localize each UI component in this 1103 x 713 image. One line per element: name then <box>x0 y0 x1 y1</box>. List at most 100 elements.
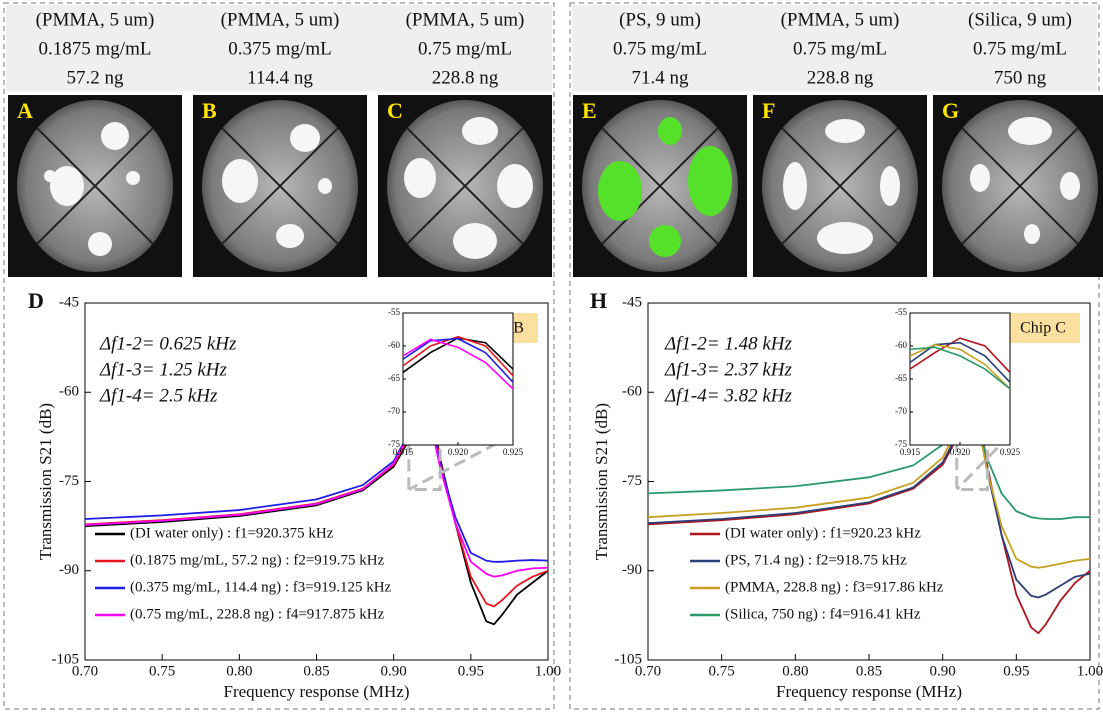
x-tick-label: 0.95 <box>458 663 484 679</box>
cross-line <box>601 127 719 245</box>
inset-x-tick-label: 0.920 <box>448 447 469 457</box>
inset-series-line <box>403 337 513 384</box>
inset-series-line <box>403 337 513 374</box>
panel-frame <box>569 2 1100 710</box>
particle-spot <box>658 117 682 145</box>
particle-spot <box>649 225 681 257</box>
x-tick-label: 0.80 <box>226 663 252 679</box>
inset-y-tick-label: -60 <box>895 340 907 350</box>
annotation: Δf1-3= 1.25 kHz <box>99 359 227 380</box>
inset-series-line <box>403 338 513 390</box>
inset-x-tick-label: 0.925 <box>503 447 524 457</box>
series-line <box>647 392 1090 520</box>
particle-spot <box>970 164 990 192</box>
particle-spot <box>598 161 642 221</box>
photo-caption: 0.75 mg/mL <box>973 38 1067 59</box>
zoom-connector <box>955 433 1012 491</box>
photo-caption: 0.1875 mg/mL <box>39 38 152 59</box>
x-tick-label: 0.85 <box>303 663 329 679</box>
particle-spot <box>880 166 900 206</box>
inset-y-tick-label: -75 <box>388 439 400 449</box>
x-axis-label: Frequency response (MHz) <box>776 682 962 701</box>
photo-label: E <box>582 98 597 123</box>
y-tick-label: -60 <box>59 384 79 400</box>
photo-caption: 228.8 ng <box>807 67 874 88</box>
particle-spot <box>290 124 320 152</box>
inset-x-tick-label: 0.915 <box>900 447 921 457</box>
legend-label: (PS, 71.4 ng) : f2=918.75 kHz <box>725 552 907 568</box>
inset-y-tick-label: -55 <box>895 307 907 317</box>
particle-spot <box>1024 224 1040 244</box>
y-tick-label: -75 <box>59 473 79 489</box>
legend-label: (0.75 mg/mL, 228.8 ng) : f4=917.875 kHz <box>130 606 385 622</box>
particle-spot <box>50 166 84 206</box>
photo-caption: 750 ng <box>994 67 1047 88</box>
series-line <box>647 384 1091 635</box>
photo-label: G <box>942 98 959 123</box>
inset-y-tick-label: -70 <box>388 406 400 416</box>
particle-spot <box>88 232 112 256</box>
chip-disc <box>762 100 918 272</box>
caption-strip <box>6 5 552 91</box>
photo-caption: 228.8 ng <box>432 67 499 88</box>
inset-y-tick-label: -60 <box>388 340 400 350</box>
y-axis-label: Transmission S21 (dB) <box>592 403 611 560</box>
y-tick-label: -105 <box>52 651 80 667</box>
inset-lines <box>403 335 513 390</box>
cross-line <box>781 127 899 245</box>
chip-disc <box>582 100 738 272</box>
inset-y-tick-label: -55 <box>388 307 400 317</box>
photo-label: F <box>762 98 775 123</box>
particle-spot <box>101 122 129 150</box>
particle-spot <box>825 119 865 143</box>
particle-spot <box>276 224 304 248</box>
photo-caption: 0.375 mg/mL <box>228 38 331 59</box>
photo-caption: (PS, 9 um) <box>619 9 701 30</box>
photo-caption: 0.75 mg/mL <box>613 38 707 59</box>
particle-spot <box>688 146 732 216</box>
x-tick-label: 0.95 <box>1003 663 1029 679</box>
y-tick-label: -105 <box>615 651 643 667</box>
panel-frame <box>3 2 555 710</box>
particle-spot <box>817 222 873 254</box>
photo-caption: (PMMA, 5 um) <box>781 9 900 30</box>
photo-label: B <box>202 98 217 123</box>
photo-caption: 0.75 mg/mL <box>418 38 512 59</box>
x-axis-label: Frequency response (MHz) <box>224 682 410 701</box>
inset-y-tick-label: -65 <box>388 373 400 383</box>
inset-y-tick-label: -75 <box>895 439 907 449</box>
particle-spot <box>783 162 807 210</box>
legend-label: (0.1875 mg/mL, 57.2 ng) : f2=919.75 kHz <box>130 552 385 568</box>
chip-disc <box>202 100 358 272</box>
photo-caption: 71.4 ng <box>632 67 690 88</box>
annotation: Δf1-2= 0.625 kHz <box>99 333 237 354</box>
y-axis-label: Transmission S21 (dB) <box>36 403 55 560</box>
inset-y-tick-label: -70 <box>895 406 907 416</box>
x-tick-label: 1.00 <box>1077 663 1103 679</box>
inset-x-tick-label: 0.915 <box>393 447 414 457</box>
photo-caption: 57.2 ng <box>67 67 125 88</box>
particle-spot <box>404 158 436 198</box>
inset-frame <box>909 312 1011 446</box>
inset-x-tick-label: 0.920 <box>950 447 971 457</box>
photo-caption: (PMMA, 5 um) <box>406 9 525 30</box>
particle-spot <box>126 171 140 185</box>
particle-spot <box>1008 117 1052 145</box>
x-tick-label: 0.75 <box>149 663 175 679</box>
cross-line <box>406 127 524 245</box>
inset-series-line <box>910 337 1010 374</box>
panel-letter: H <box>590 288 607 313</box>
particle-spot <box>44 170 56 182</box>
x-tick-label: 1.00 <box>535 663 561 679</box>
annotation: Δf1-4= 3.82 kHz <box>664 385 792 406</box>
photo-label: C <box>387 98 403 123</box>
y-tick-label: -90 <box>59 562 79 578</box>
x-tick-label: 0.85 <box>856 663 882 679</box>
particle-spot <box>453 223 497 259</box>
photo-caption: (Silica, 9 um) <box>968 9 1072 30</box>
chip-disc <box>17 100 173 272</box>
x-tick-label: 0.90 <box>381 663 407 679</box>
photo-label: A <box>17 98 33 123</box>
particle-spot <box>318 178 332 194</box>
